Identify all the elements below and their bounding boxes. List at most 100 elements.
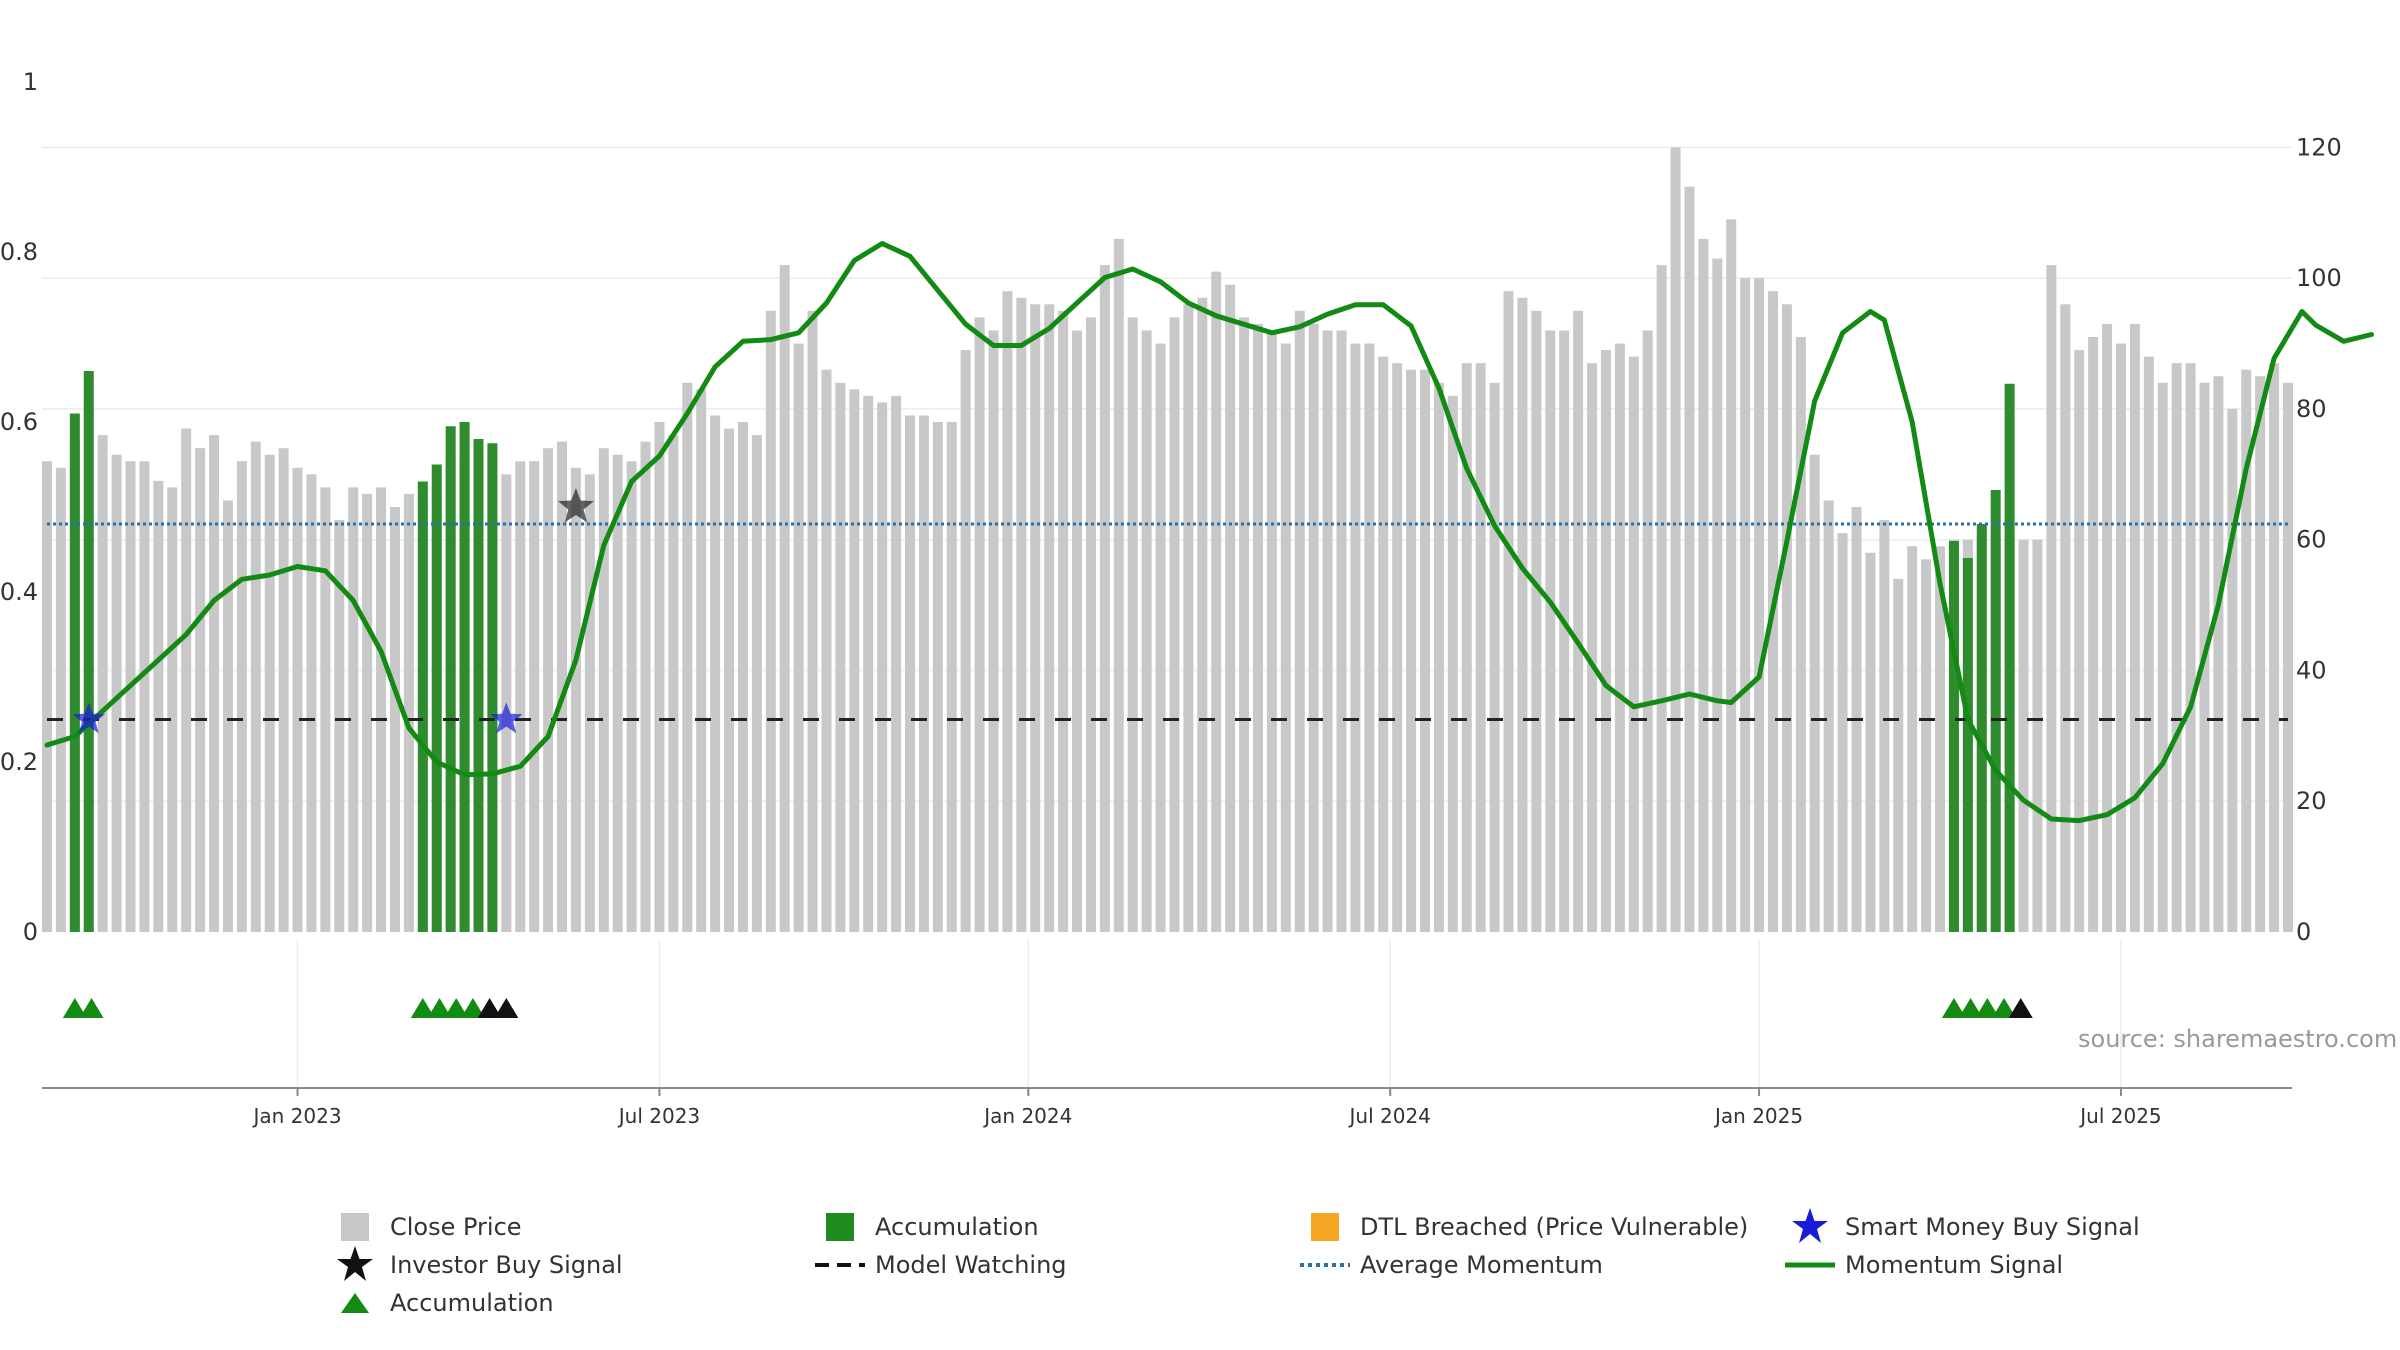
close-price-bar: [904, 415, 915, 932]
close-price-bar: [97, 435, 108, 932]
close-price-bar: [2171, 363, 2182, 933]
close-price-bar: [42, 461, 52, 932]
close-price-bar: [570, 467, 581, 932]
close-price-bar: [1239, 317, 1250, 932]
accumulation-bar: [83, 371, 94, 932]
accumulation-triangle: [1975, 998, 2000, 1018]
accumulation-bar: [1962, 558, 1973, 932]
accumulation-triangle: [2008, 998, 2033, 1018]
close-price-bar: [821, 369, 832, 932]
accumulation-triangle: [427, 998, 452, 1018]
x-axis-tick-label: Jul 2025: [2078, 1104, 2161, 1128]
close-price-bar: [1002, 291, 1013, 932]
accumulation-triangle: [477, 998, 502, 1018]
close-price-bar: [515, 461, 526, 932]
close-price-bar: [1406, 369, 1417, 932]
close-price-bar: [598, 448, 609, 932]
close-price-bar: [1461, 363, 1472, 933]
close-price-bar: [863, 395, 874, 932]
accumulation-triangle: [1958, 998, 1983, 1018]
close-price-bar: [529, 461, 540, 932]
close-price-bar: [2088, 337, 2099, 932]
close-price-bar: [1252, 323, 1263, 932]
close-price-bar: [1740, 278, 1751, 933]
accumulation-bar: [1976, 524, 1987, 932]
momentum-signal-line: [44, 241, 2374, 824]
close-price-bar: [1823, 500, 1834, 932]
investor-buy-star: [557, 488, 594, 523]
close-price-bar: [1893, 578, 1904, 932]
close-price-bar: [918, 415, 929, 932]
close-price-bar: [1211, 271, 1222, 933]
accumulation-bar: [417, 481, 428, 932]
close-price-bar: [877, 402, 888, 932]
close-price-bar: [1656, 265, 1667, 933]
close-price-bar: [1280, 343, 1291, 932]
x-axis-tick-label: Jan 2023: [251, 1104, 341, 1128]
left-axis-tick-label: 1: [23, 68, 38, 96]
close-price-bar: [1058, 310, 1069, 932]
close-price-bar: [2213, 376, 2224, 932]
close-price-bar: [139, 461, 150, 932]
close-price-bar: [1127, 317, 1138, 932]
close-price-bar: [1322, 330, 1333, 932]
close-price-bar: [1085, 317, 1096, 932]
close-price-bar: [306, 474, 317, 932]
close-price-bar: [1600, 350, 1611, 933]
close-price-bar: [376, 487, 387, 932]
close-price-bar: [236, 461, 247, 932]
accumulation-bar: [2004, 383, 2015, 932]
close-price-bar: [682, 382, 693, 932]
close-price-bar: [1628, 356, 1639, 933]
legend: Close Price Accumulation DTL Breached (P…: [330, 1208, 2230, 1330]
close-price-bar: [1489, 382, 1500, 932]
close-price-bar: [1726, 219, 1737, 933]
close-price-bar: [1614, 343, 1625, 932]
legend-label: Investor Buy Signal: [390, 1251, 623, 1279]
smart-money-star: [72, 702, 105, 734]
legend-average-momentum: Average Momentum: [1300, 1248, 1603, 1282]
accumulation-triangle: [1941, 998, 1966, 1018]
close-price-bar: [1795, 337, 1806, 932]
close-price-bar: [1517, 297, 1528, 932]
close-price-bar: [1698, 238, 1709, 932]
left-axis-tick-label: 0.2: [0, 748, 38, 776]
close-price-bar: [264, 454, 275, 932]
line-icon: [1785, 1248, 1835, 1282]
close-price-bar: [1545, 330, 1556, 932]
close-price-bar: [2102, 323, 2113, 932]
close-price-bar: [250, 441, 261, 932]
square-icon: [815, 1210, 865, 1244]
legend-accumulation-marker: Accumulation: [330, 1286, 554, 1320]
legend-model-watching: Model Watching: [815, 1248, 1067, 1282]
momentum-signal-line: [44, 241, 2374, 824]
close-price-bar: [1809, 454, 1820, 932]
close-price-bar: [835, 382, 846, 932]
close-price-bar: [1475, 363, 1486, 933]
close-price-bar: [1350, 343, 1361, 932]
close-price-bar: [1921, 559, 1932, 932]
close-price-bar: [111, 454, 122, 932]
close-price-bar: [1016, 297, 1027, 932]
close-price-bar: [2046, 265, 2057, 933]
close-price-bar: [932, 422, 943, 932]
close-price-bar: [724, 428, 735, 932]
close-price-bar: [1935, 546, 1946, 932]
close-price-bar: [1684, 186, 1695, 933]
x-axis-tick-label: Jan 2025: [1713, 1104, 1803, 1128]
close-price-bar: [612, 454, 623, 932]
legend-label: Accumulation: [390, 1289, 554, 1317]
accumulation-bar: [1948, 541, 1959, 932]
close-price-bar: [1433, 382, 1444, 932]
close-price-bar: [1336, 330, 1347, 932]
right-axis-tick-label: 120: [2296, 133, 2342, 161]
close-price-bar: [348, 487, 359, 932]
close-price-bar: [222, 500, 233, 932]
smart-money-star: [490, 702, 523, 734]
legend-label: Smart Money Buy Signal: [1845, 1213, 2140, 1241]
close-price-bar: [2283, 382, 2293, 932]
close-price-bar: [1712, 258, 1723, 932]
close-price-bar: [292, 467, 303, 932]
close-price-bar: [167, 487, 178, 932]
close-price-bar: [1044, 304, 1055, 932]
